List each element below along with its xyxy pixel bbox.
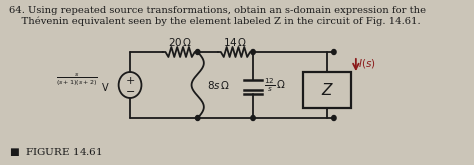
Bar — [303, 72, 351, 108]
Text: $20\,\Omega$: $20\,\Omega$ — [168, 36, 192, 48]
Circle shape — [332, 115, 336, 120]
Text: $\frac{s}{(s+1)(s+2)}$: $\frac{s}{(s+1)(s+2)}$ — [56, 72, 98, 88]
Circle shape — [251, 115, 255, 120]
Text: 64. Using repeated source transformations, obtain an s-domain expression for the: 64. Using repeated source transformation… — [9, 6, 426, 15]
Circle shape — [332, 50, 336, 54]
Text: $8s\,\Omega$: $8s\,\Omega$ — [207, 79, 230, 91]
Text: $\blacksquare$  FIGURE 14.61: $\blacksquare$ FIGURE 14.61 — [9, 146, 102, 158]
Text: $\frac{12}{s}\,\Omega$: $\frac{12}{s}\,\Omega$ — [264, 76, 286, 94]
Text: $+$: $+$ — [125, 75, 135, 85]
Circle shape — [195, 115, 200, 120]
Text: $Z$: $Z$ — [321, 82, 334, 98]
Circle shape — [195, 50, 200, 54]
Text: $\mathrm{V}$: $\mathrm{V}$ — [101, 81, 109, 93]
Text: $I(s)$: $I(s)$ — [358, 57, 376, 70]
Text: $-$: $-$ — [125, 85, 135, 95]
Text: $14\,\Omega$: $14\,\Omega$ — [223, 36, 247, 48]
Circle shape — [251, 50, 255, 54]
Text: Thévenin equivalent seen by the element labeled Z in the circuit of Fig. 14.61.: Thévenin equivalent seen by the element … — [9, 16, 420, 26]
